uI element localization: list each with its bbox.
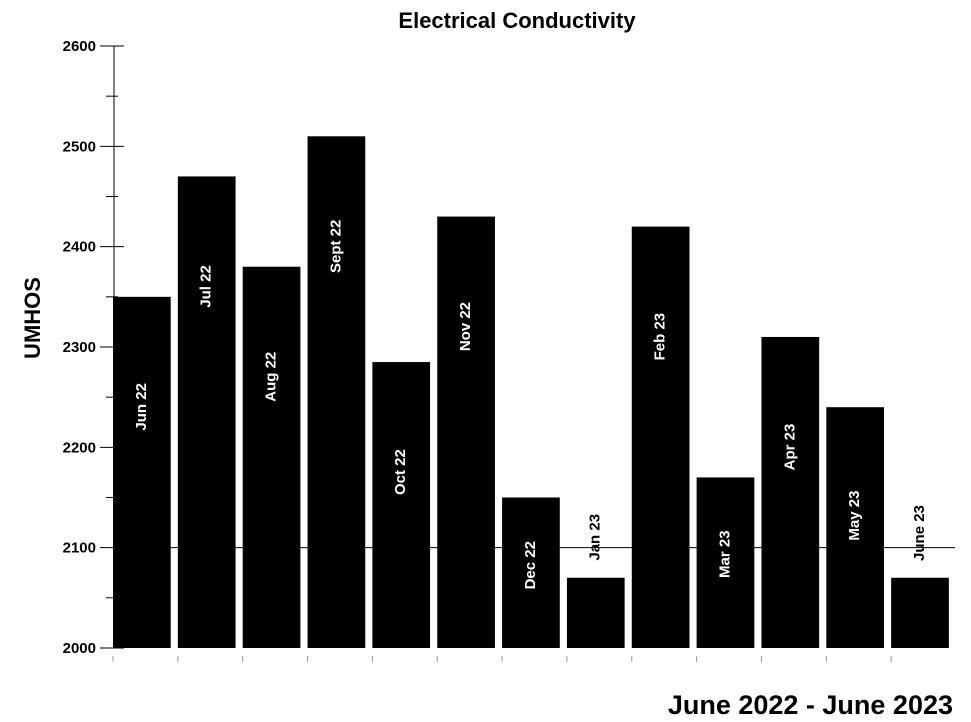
bar-label: Sept 22 [327,220,344,273]
bar-label: May 23 [846,491,863,541]
bar [242,266,301,648]
y-tick-label: 2400 [63,239,96,256]
chart-title: Electrical Conductivity [398,8,636,33]
bar [761,336,820,648]
y-tick-label: 2200 [63,439,96,456]
bar-label: Apr 23 [781,424,798,471]
y-axis-label: UMHOS [20,277,45,359]
bar [307,136,366,649]
bar [566,577,625,648]
bar [113,296,171,648]
bar [372,362,431,648]
y-tick-label: 2600 [63,38,96,55]
y-tick-label: 2000 [63,640,96,657]
bar-label: Mar 23 [716,530,733,578]
bar [437,216,495,649]
bar-label: Jul 22 [198,265,215,308]
bar-label: Nov 22 [457,302,474,351]
bar-label: Jan 23 [587,514,604,561]
y-tick-label: 2100 [63,540,96,557]
bar [631,226,690,648]
y-tick-label: 2300 [63,339,96,356]
bar [826,407,885,648]
bar-label: Oct 22 [392,449,409,495]
x-axis-label: June 2022 - June 2023 [668,690,953,720]
bar-label: Feb 23 [652,313,669,361]
bar-label: June 23 [911,505,928,561]
bar-label: Dec 22 [522,541,539,589]
y-tick-label: 2500 [63,138,96,155]
bar [696,477,755,648]
bar [502,497,560,648]
plot-area: 2000 2100 2200 2300 2400 2500 2600 Jun 22 Jul 22… [63,38,955,662]
bar-label: Aug 22 [263,352,280,402]
bar-label: Jun 22 [133,383,150,431]
bar [177,176,236,648]
bar [891,577,949,648]
